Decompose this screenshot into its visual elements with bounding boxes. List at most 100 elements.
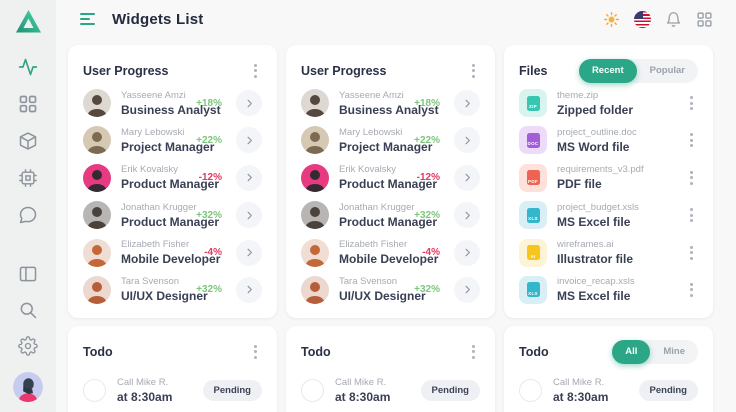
progress-change: +22%: [196, 134, 222, 146]
kebab-menu-icon[interactable]: [685, 92, 698, 114]
us-flag-language-icon[interactable]: [634, 10, 651, 28]
todo-checkbox[interactable]: [301, 379, 324, 402]
user-role: UI/UX Designer: [339, 289, 426, 304]
box-icon[interactable]: [18, 131, 38, 151]
user-role: Mobile Developer: [121, 252, 221, 267]
card-title: User Progress: [83, 63, 169, 78]
search-icon[interactable]: [18, 300, 38, 320]
user-role: Business Analyst: [121, 102, 221, 117]
progress-change: +32%: [196, 284, 222, 296]
file-type: MS Excel file: [557, 289, 631, 304]
user-name: Tara Svenson: [121, 276, 180, 288]
sun-theme-icon[interactable]: [603, 11, 620, 28]
file-row: PDF requirements_v3.pdf PDF file: [519, 163, 698, 192]
apps-grid-icon[interactable]: [696, 11, 713, 28]
todo-time: at 8:30am: [335, 390, 391, 404]
chevron-right-button[interactable]: [236, 276, 262, 303]
app-logo[interactable]: [15, 9, 42, 34]
card-title: Todo: [519, 344, 549, 359]
chevron-right-button[interactable]: [454, 276, 480, 303]
cpu-icon[interactable]: [18, 168, 38, 188]
file-row: ZIP theme.zip Zipped folder: [519, 89, 698, 117]
user-progress-row: Mary Lebowski Project Manager +22%: [301, 126, 480, 155]
user-name: Elizabeth Fisher: [121, 239, 190, 251]
avatar: [83, 126, 111, 155]
chevron-right-button[interactable]: [236, 164, 262, 191]
user-progress-row: Jonathan Krugger Product Manager +32%: [301, 201, 480, 230]
todo-filter-toggle: All Mine: [612, 339, 698, 364]
user-name: Yasseene Amzi: [339, 89, 404, 101]
kebab-menu-icon[interactable]: [685, 167, 698, 189]
file-type-icon: AI: [519, 238, 547, 267]
user-progress-row: Yasseene Amzi Business Analyst +18%: [83, 89, 262, 117]
user-name: Erik Kovalsky: [339, 164, 397, 176]
dashboard-grid-icon[interactable]: [18, 94, 38, 114]
chevron-right-button[interactable]: [236, 239, 262, 266]
kebab-menu-icon[interactable]: [249, 60, 262, 82]
todo-checkbox[interactable]: [519, 379, 542, 402]
avatar: [301, 89, 329, 117]
chevron-right-button[interactable]: [236, 127, 262, 154]
hamburger-menu-icon[interactable]: [78, 11, 97, 27]
user-avatar[interactable]: [13, 372, 43, 402]
chevron-right-button[interactable]: [454, 164, 480, 191]
bell-notifications-icon[interactable]: [665, 11, 682, 28]
card-title: Files: [519, 63, 548, 78]
user-progress-row: Erik Kovalsky Product Manager -12%: [83, 163, 262, 192]
user-name: Yasseene Amzi: [121, 89, 186, 101]
chevron-right-button[interactable]: [454, 127, 480, 154]
files-filter-toggle: Recent Popular: [578, 58, 698, 83]
activity-icon[interactable]: [18, 57, 38, 77]
todo-task: Call Mike R.: [117, 377, 169, 388]
file-type: MS Excel file: [557, 214, 631, 229]
files-filter-popular[interactable]: Popular: [637, 59, 698, 83]
files-filter-recent[interactable]: Recent: [578, 58, 637, 83]
gear-icon[interactable]: [18, 336, 38, 356]
chevron-right-button[interactable]: [454, 90, 480, 116]
top-header: Widgets List: [56, 0, 736, 38]
todo-task: Call Mike R.: [335, 377, 387, 388]
user-role: Project Manager: [121, 139, 215, 154]
progress-change: -12%: [416, 172, 440, 184]
avatar: [83, 163, 111, 192]
todo-filter-mine[interactable]: Mine: [650, 340, 698, 364]
file-type-icon: PDF: [519, 163, 547, 192]
avatar: [301, 163, 329, 192]
user-progress-row: Tara Svenson UI/UX Designer +32%: [83, 275, 262, 304]
avatar: [301, 201, 329, 230]
kebab-menu-icon[interactable]: [685, 279, 698, 301]
kebab-menu-icon[interactable]: [467, 341, 480, 363]
file-type: Illustrator file: [557, 252, 634, 267]
todo-checkbox[interactable]: [83, 379, 106, 402]
chevron-right-button[interactable]: [236, 90, 262, 116]
kebab-menu-icon[interactable]: [685, 129, 698, 151]
kebab-menu-icon[interactable]: [685, 242, 698, 264]
file-row: XLS project_budget.xsls MS Excel file: [519, 201, 698, 230]
user-role: Product Manager: [339, 177, 438, 192]
chevron-right-button[interactable]: [454, 239, 480, 266]
file-type: MS Word file: [557, 139, 630, 154]
kebab-menu-icon[interactable]: [467, 60, 480, 82]
card-title: Todo: [301, 344, 331, 359]
sidebar-bottom-nav: [13, 264, 43, 402]
user-progress-row: Tara Svenson UI/UX Designer +32%: [301, 275, 480, 304]
widgets-grid: User Progress Yasseene Amzi Business Ana…: [56, 38, 736, 412]
chevron-right-button[interactable]: [454, 202, 480, 229]
chat-bubble-icon[interactable]: [18, 205, 38, 225]
file-type: Zipped folder: [557, 102, 633, 117]
user-progress-row: Mary Lebowski Project Manager +22%: [83, 126, 262, 155]
file-row: DOC project_outline.doc MS Word file: [519, 126, 698, 155]
progress-change: +32%: [414, 209, 440, 221]
user-role: Project Manager: [339, 139, 433, 154]
chevron-right-button[interactable]: [236, 202, 262, 229]
kebab-menu-icon[interactable]: [685, 204, 698, 226]
user-role: Mobile Developer: [339, 252, 439, 267]
progress-change: +18%: [414, 97, 440, 109]
todo-filter-all[interactable]: All: [612, 339, 651, 364]
user-name: Jonathan Krugger: [339, 201, 415, 213]
file-type: PDF file: [557, 177, 602, 192]
avatar: [301, 275, 329, 304]
kebab-menu-icon[interactable]: [249, 341, 262, 363]
layout-icon[interactable]: [18, 264, 38, 284]
progress-change: -4%: [422, 247, 440, 259]
